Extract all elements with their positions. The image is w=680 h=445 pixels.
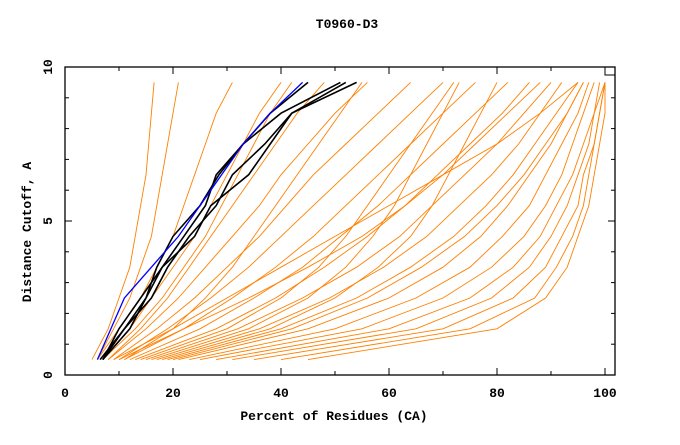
model-line-18: [232, 82, 606, 361]
chart-title: T0960-D3: [316, 17, 379, 32]
model-line-25: [113, 82, 579, 360]
model-line-17: [216, 82, 601, 361]
y-tick-label: 10: [41, 59, 56, 75]
y-axis-label: Distance Cutoff, A: [20, 162, 35, 303]
model-line-14: [178, 82, 584, 361]
axes: 0 20 40 60 80 100 0 5 10: [41, 59, 617, 401]
model-line-9: [129, 82, 509, 361]
model-line-8: [124, 82, 476, 360]
model-line-1: [97, 82, 179, 360]
x-tick-label: 80: [489, 386, 505, 401]
plot-lines: [91, 81, 606, 361]
selected-model-line-1: [99, 81, 341, 361]
y-tick-label: 5: [41, 217, 56, 225]
model-line-27: [172, 82, 584, 361]
model-line-6: [113, 82, 411, 360]
model-line-28: [124, 82, 363, 360]
legend-box: [604, 66, 616, 76]
model-line-15: [189, 82, 590, 361]
x-tick-label: 60: [381, 386, 397, 401]
model-line-2: [97, 82, 233, 360]
model-line-16: [199, 82, 595, 361]
model-line-12: [156, 82, 563, 361]
model-line-11: [145, 82, 552, 361]
model-line-7: [118, 82, 444, 360]
x-tick-label: 0: [61, 386, 69, 401]
x-tick-label: 100: [593, 386, 617, 401]
x-tick-label: 20: [165, 386, 181, 401]
model-line-20: [280, 82, 606, 361]
model-line-10: [135, 82, 530, 361]
x-axis-label: Percent of Residues (CA): [240, 409, 427, 424]
model-line-4: [107, 82, 325, 360]
model-line-21: [307, 82, 606, 361]
model-line-26: [151, 82, 460, 361]
model-line-0: [91, 82, 155, 360]
selected-model-line-3: [102, 81, 347, 361]
model-line-5: [107, 82, 368, 360]
x-tick-label: 40: [273, 386, 289, 401]
best-model-line-0: [96, 81, 304, 360]
model-line-23: [140, 82, 455, 361]
model-line-13: [167, 82, 579, 361]
y-tick-label: 0: [41, 371, 56, 379]
model-line-22: [162, 82, 498, 361]
